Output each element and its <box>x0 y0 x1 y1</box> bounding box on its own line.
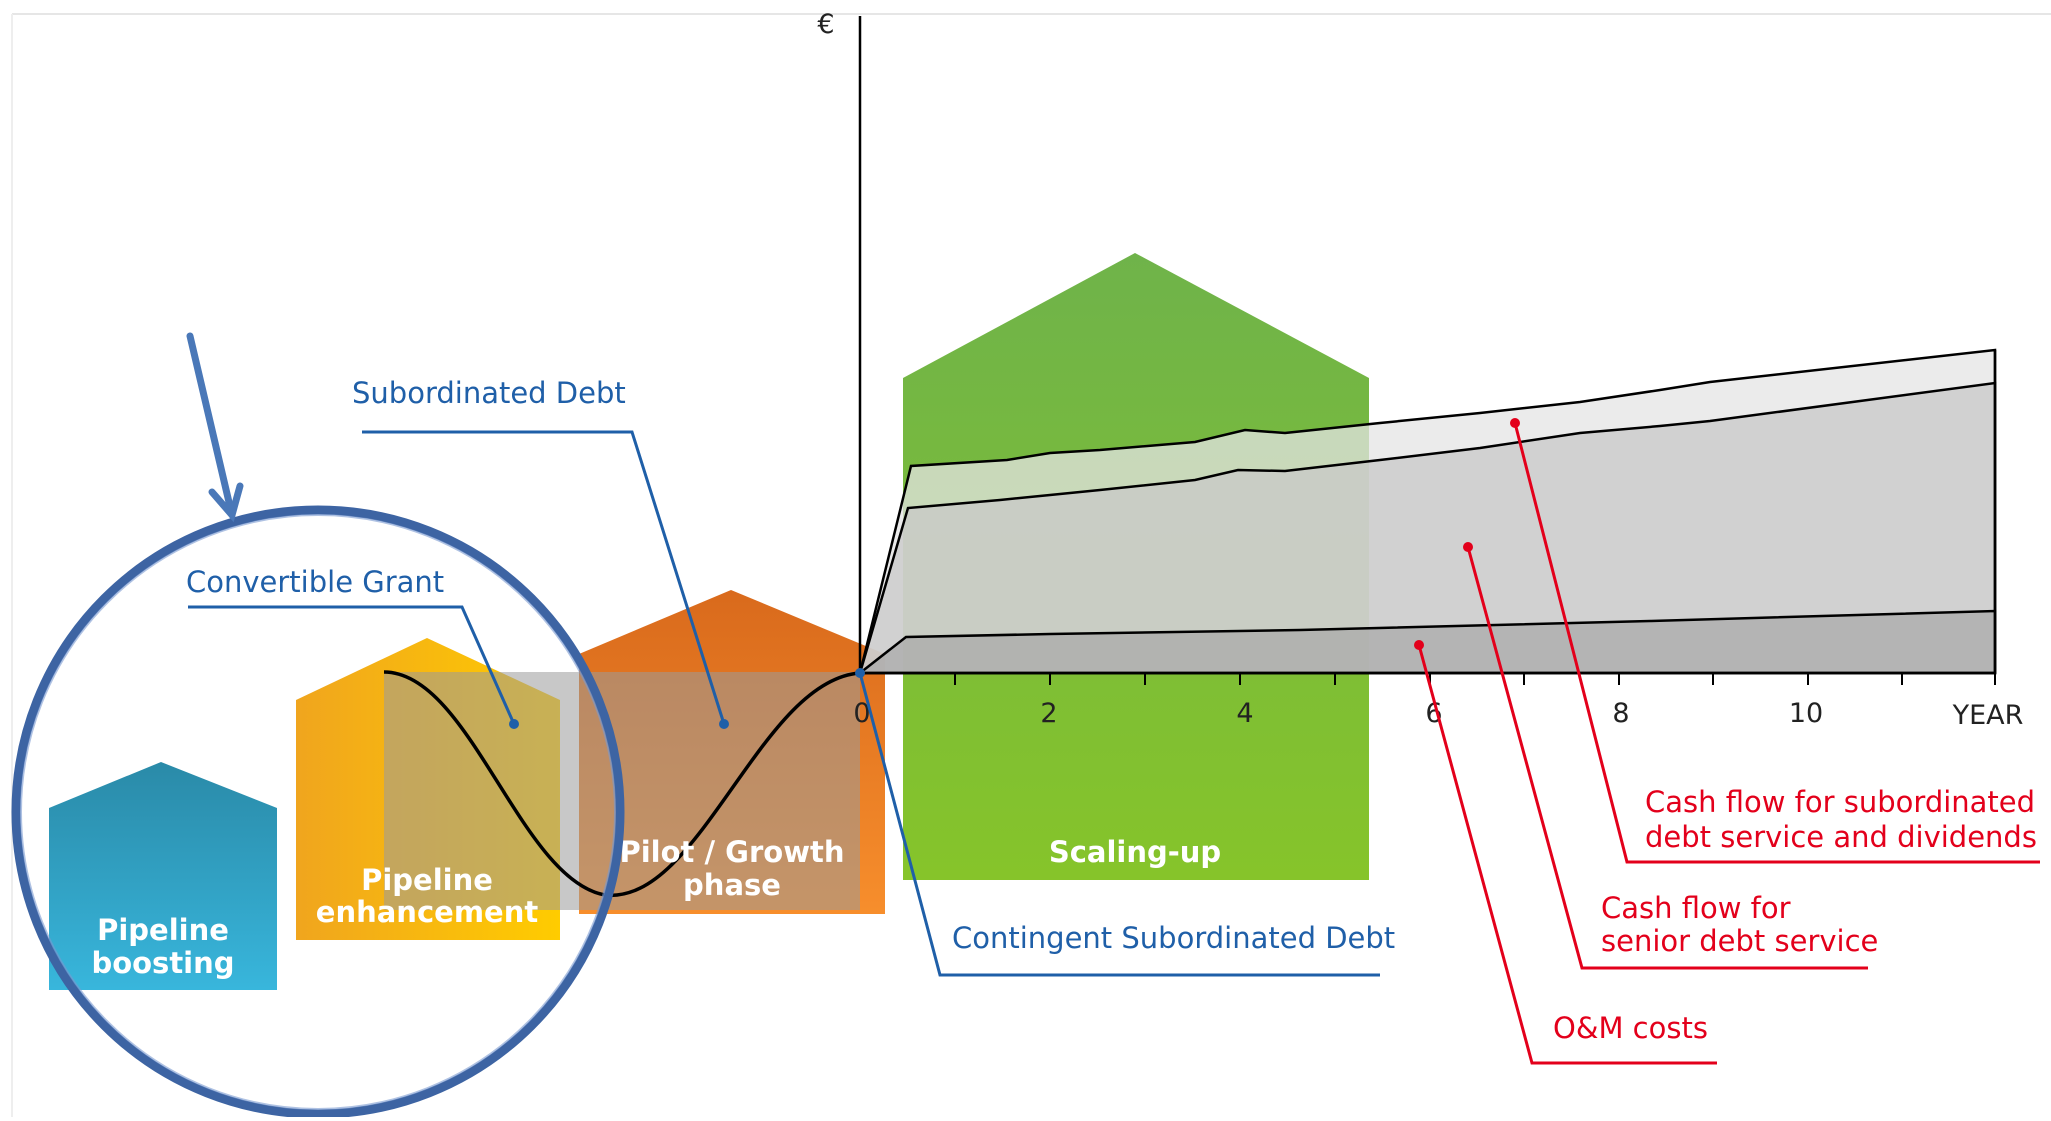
x-tick-label-2: 2 <box>1040 698 1057 729</box>
phase-pipeline-enhancement-label-line2: enhancement <box>316 895 539 929</box>
callout-subordinated-debt-text: Subordinated Debt <box>352 376 626 410</box>
highlight-circle-inner-ring <box>20 514 616 1110</box>
x-axis-tick-marks <box>954 673 1996 685</box>
callout-contingent-subordinated-debt-text: Contingent Subordinated Debt <box>952 921 1395 955</box>
callout-cash-flow-subordinated-line2: debt service and dividends <box>1645 820 2037 854</box>
phase-pipeline-enhancement-label-line1: Pipeline <box>361 863 493 897</box>
callout-subordinated-debt-leader <box>362 430 726 725</box>
callout-cash-flow-senior-line2: senior debt service <box>1601 924 1878 958</box>
callout-om-costs-dot <box>1414 640 1424 650</box>
highlight-circle <box>11 505 625 1119</box>
phase-pilot-growth-label-line1: Pilot / Growth <box>619 835 844 869</box>
callout-om-costs-leader <box>1417 644 1717 1065</box>
callout-cash-flow-subordinated-leader <box>1513 422 2040 864</box>
phase-pipeline-boosting-shape <box>49 762 277 990</box>
x-tick-label-10: 10 <box>1789 698 1823 729</box>
callout-cash-flow-senior-line1: Cash flow for <box>1601 891 1791 925</box>
callout-subordinated-debt-dot <box>719 719 729 729</box>
callout-contingent-subordinated-debt-leader <box>858 672 1380 977</box>
x-tick-label-4: 4 <box>1236 698 1253 729</box>
callout-convertible-grant-leader <box>188 605 516 725</box>
callout-cash-flow-subordinated-line1: Cash flow for subordinated <box>1645 785 2035 819</box>
phase-pilot-growth-label-line2: phase <box>683 868 781 902</box>
y-axis-label: € <box>817 9 834 40</box>
callout-om-costs-text: O&M costs <box>1553 1011 1708 1045</box>
callout-cash-flow-subordinated-dot <box>1510 418 1520 428</box>
area-senior-debt-service <box>858 381 1997 675</box>
callout-convertible-grant-dot <box>509 719 519 729</box>
x-tick-label-8: 8 <box>1612 698 1629 729</box>
phase-pipeline-boosting-label-line2: boosting <box>91 946 234 980</box>
phase-pipeline-boosting-label-line1: Pipeline <box>97 913 229 947</box>
callout-cash-flow-senior-leader <box>1466 546 1868 970</box>
phase-scaling-up-label: Scaling-up <box>1049 835 1221 869</box>
x-tick-label-0: 0 <box>853 698 870 729</box>
x-axis-label: YEAR <box>1952 700 2024 731</box>
pointer-arrow <box>186 332 244 523</box>
callout-convertible-grant-text: Convertible Grant <box>186 565 444 599</box>
callout-cash-flow-senior-dot <box>1463 542 1473 552</box>
